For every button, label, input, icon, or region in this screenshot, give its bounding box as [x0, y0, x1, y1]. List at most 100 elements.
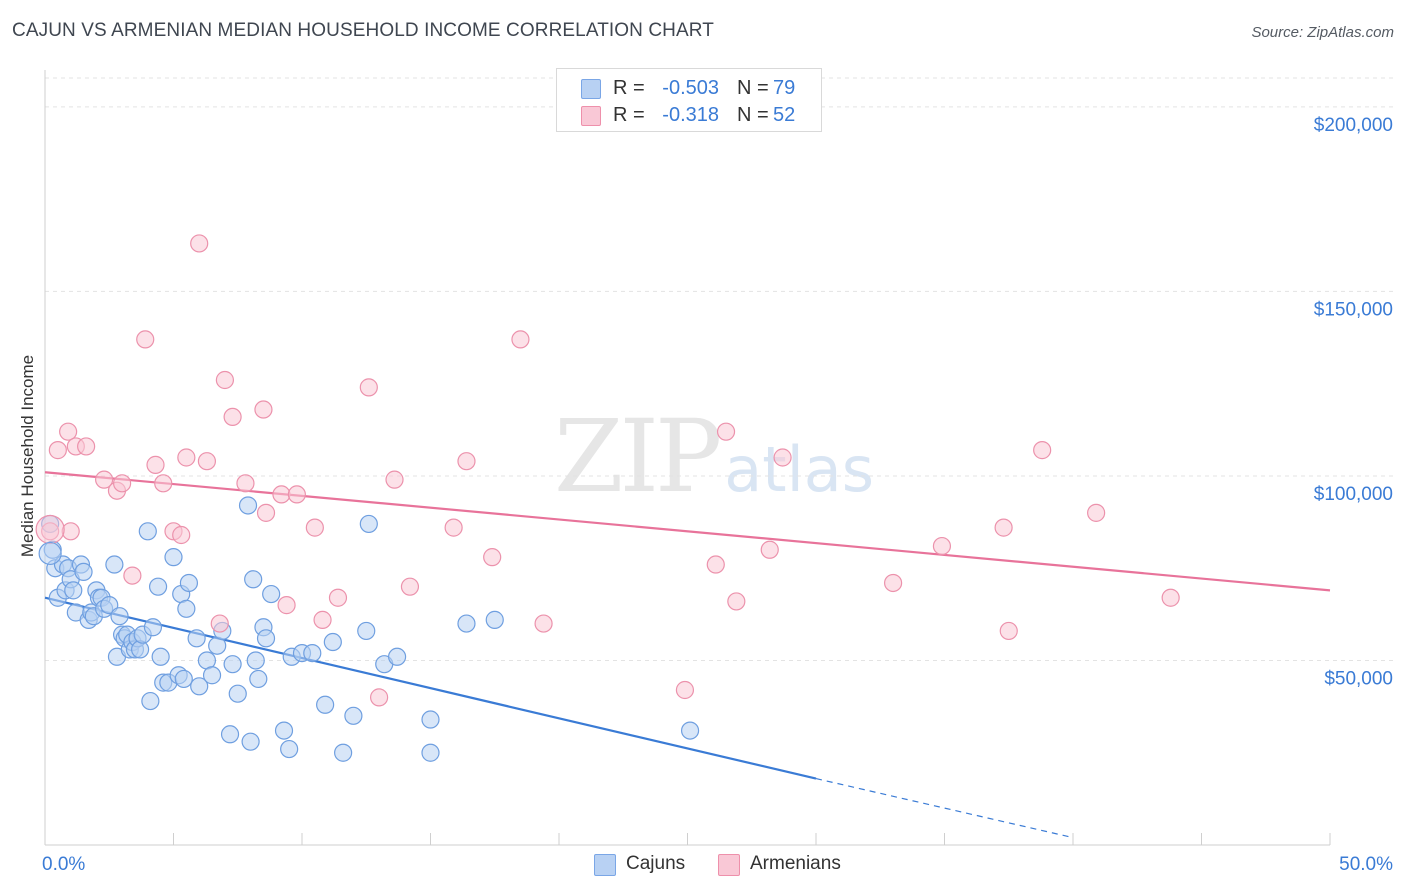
point-cajuns: [680, 721, 700, 740]
point-cajuns: [228, 684, 247, 703]
point-armenians: [716, 422, 736, 441]
point-cajuns: [174, 669, 193, 689]
data-points: [35, 234, 1180, 762]
point-cajuns: [357, 621, 376, 641]
y-tick-label: $100,000: [1314, 484, 1393, 505]
point-cajuns: [387, 647, 407, 666]
y-tick-label: $150,000: [1314, 299, 1393, 320]
point-cajuns: [223, 655, 242, 674]
point-armenians: [675, 680, 695, 700]
legend-label-armenians: Armenians: [750, 853, 841, 874]
correlation-stats-box: R = -0.503 N = 79 R = -0.318 N = 52: [556, 68, 822, 132]
point-armenians: [277, 596, 296, 615]
x-tick-label-start: 0.0%: [42, 854, 85, 875]
point-armenians: [61, 522, 80, 541]
point-cajuns: [246, 651, 265, 670]
point-armenians: [313, 610, 332, 629]
point-cajuns: [110, 607, 129, 626]
point-armenians: [370, 688, 389, 707]
r-label: R =: [613, 104, 645, 126]
point-cajuns: [334, 743, 353, 762]
point-armenians: [534, 614, 553, 633]
point-cajuns: [316, 695, 335, 714]
point-armenians: [760, 540, 779, 559]
y-tick-label: $200,000: [1314, 115, 1393, 136]
point-cajuns: [138, 522, 157, 541]
point-cajuns: [143, 618, 163, 637]
point-armenians: [287, 485, 306, 504]
point-armenians: [177, 448, 196, 467]
point-cajuns: [64, 581, 83, 600]
point-armenians: [994, 518, 1013, 537]
point-cajuns: [344, 706, 363, 725]
trend-lines: [44, 471, 1331, 839]
point-armenians: [385, 470, 404, 489]
point-cajuns: [457, 614, 476, 633]
point-armenians: [223, 407, 242, 427]
n-value: 52: [773, 104, 796, 126]
point-armenians: [932, 536, 952, 556]
point-armenians: [272, 485, 291, 504]
point-cajuns: [100, 596, 119, 615]
point-cajuns: [220, 725, 240, 744]
point-cajuns: [187, 629, 206, 648]
point-armenians: [483, 548, 502, 567]
point-cajuns: [202, 666, 222, 685]
source-label: Source: ZipAtlas.com: [1251, 24, 1394, 41]
point-armenians: [400, 577, 420, 596]
trendline-extension-cajuns: [815, 777, 1074, 839]
point-cajuns: [256, 629, 276, 648]
trendline-armenians: [44, 471, 1331, 592]
point-armenians: [210, 614, 229, 633]
point-armenians: [35, 514, 65, 545]
point-cajuns: [241, 732, 260, 751]
point-armenians: [146, 455, 165, 474]
point-cajuns: [485, 610, 504, 629]
point-cajuns: [74, 562, 93, 582]
axes: [44, 70, 1331, 846]
y-tick-label: $50,000: [1324, 668, 1393, 689]
point-cajuns: [238, 496, 258, 515]
point-cajuns: [148, 577, 168, 596]
point-cajuns: [249, 669, 268, 689]
point-cajuns: [280, 739, 299, 759]
r-label: R =: [613, 77, 645, 99]
point-cajuns: [274, 721, 294, 740]
legend-label-cajuns: Cajuns: [626, 853, 686, 874]
point-armenians: [112, 474, 132, 493]
point-cajuns: [190, 677, 209, 696]
stat-row-armenians: R = -0.318 N = 52: [557, 102, 821, 128]
point-armenians: [359, 378, 378, 397]
point-armenians: [1033, 441, 1052, 460]
r-value: -0.503: [662, 77, 719, 99]
point-cajuns: [164, 548, 183, 567]
point-armenians: [95, 470, 114, 489]
point-armenians: [77, 437, 96, 456]
point-armenians: [328, 588, 348, 607]
point-cajuns: [151, 647, 170, 666]
point-armenians: [511, 330, 530, 349]
n-value: 79: [773, 77, 796, 99]
tick-labels: $50,000 $100,000 $150,000 $200,000 0.0% 50.0%: [42, 115, 1393, 875]
r-value: -0.318: [662, 104, 719, 126]
point-armenians: [773, 448, 792, 467]
legend: Cajuns Armenians: [0, 852, 1406, 878]
point-cajuns: [105, 555, 124, 574]
x-tick-label-end: 50.0%: [1339, 854, 1393, 875]
point-cajuns: [179, 573, 199, 593]
point-armenians: [215, 370, 234, 390]
point-armenians: [444, 518, 463, 537]
point-armenians: [172, 525, 191, 545]
watermark: ZIPatlas: [554, 398, 874, 515]
stat-row-cajuns: R = -0.503 N = 79: [557, 75, 821, 101]
point-armenians: [254, 400, 273, 419]
n-label: N =: [737, 77, 769, 99]
point-armenians: [256, 503, 276, 522]
point-cajuns: [177, 599, 196, 618]
point-cajuns: [421, 710, 440, 729]
point-armenians: [305, 518, 324, 537]
point-armenians: [123, 566, 142, 585]
point-armenians: [48, 441, 67, 460]
watermark-atlas: atlas: [724, 433, 875, 506]
